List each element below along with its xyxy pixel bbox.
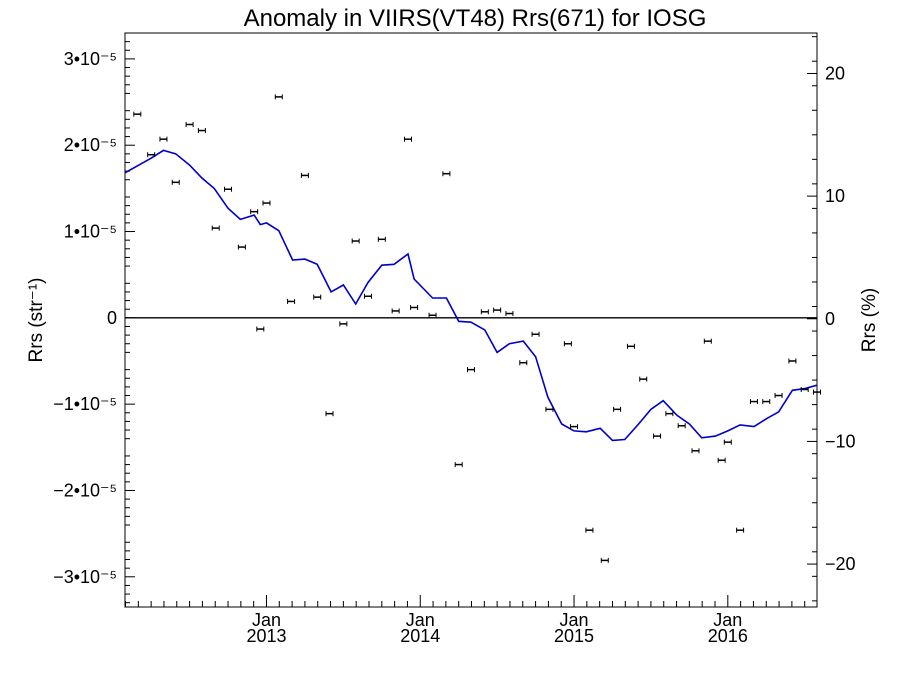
data-point xyxy=(133,111,142,117)
data-point xyxy=(313,294,322,300)
y-tick-label: −1•10⁻⁵ xyxy=(53,394,117,414)
y-right-tick-label: 20 xyxy=(825,63,845,83)
data-point xyxy=(626,343,635,349)
data-point xyxy=(325,411,334,417)
x-tick-year: 2014 xyxy=(400,626,440,646)
y-right-tick-label: 0 xyxy=(825,309,835,329)
data-point xyxy=(454,462,463,468)
data-point xyxy=(653,433,662,439)
data-point xyxy=(467,367,475,373)
x-tick-month: Jan xyxy=(560,610,589,630)
data-point xyxy=(762,399,771,405)
data-point xyxy=(197,128,206,134)
right-axis: 20 10 0 −10 −20 xyxy=(807,36,856,602)
data-point xyxy=(300,172,309,178)
data-point xyxy=(505,311,514,317)
data-point xyxy=(442,171,451,177)
x-tick-year: 2016 xyxy=(708,626,748,646)
data-point xyxy=(262,200,271,206)
data-point xyxy=(339,321,348,327)
data-point xyxy=(224,186,233,192)
data-point xyxy=(159,136,168,142)
data-point xyxy=(570,424,579,430)
x-tick-year: 2015 xyxy=(554,626,594,646)
data-point xyxy=(391,308,400,314)
left-axis: 3•10⁻⁵ 2•10⁻⁵ 1•10⁻⁵ 0 −1•10⁻⁵ −2•10⁻⁵ −3•10⁻⁵ xyxy=(53,41,135,604)
y-axis-label-left: Rrs (str⁻¹) xyxy=(26,278,47,363)
x-tick-month: Jan xyxy=(252,610,281,630)
data-point xyxy=(749,399,758,405)
data-point xyxy=(410,304,419,310)
y-tick-label: 2•10⁻⁵ xyxy=(64,135,117,155)
data-point xyxy=(613,406,622,412)
y-right-tick-label: −10 xyxy=(825,431,856,451)
x-tick-month: Jan xyxy=(406,610,435,630)
y-right-tick-label: 10 xyxy=(825,186,845,206)
data-point xyxy=(377,236,386,242)
data-point xyxy=(585,527,594,533)
data-point xyxy=(493,307,502,313)
data-point xyxy=(256,326,265,332)
data-point xyxy=(519,360,528,366)
data-point xyxy=(147,152,156,158)
data-point xyxy=(287,298,296,304)
data-point xyxy=(788,358,797,364)
trend-series xyxy=(124,149,818,442)
data-point xyxy=(531,331,540,337)
y-axis-label-right: Rrs (%) xyxy=(859,288,880,352)
data-point xyxy=(250,209,259,215)
y-right-tick-label: −20 xyxy=(825,554,856,574)
data-point xyxy=(274,94,283,100)
data-point xyxy=(800,386,809,392)
data-point xyxy=(363,293,372,299)
data-point xyxy=(171,179,180,185)
data-point xyxy=(717,457,726,463)
data-point xyxy=(639,376,648,382)
anomaly-points xyxy=(133,94,821,563)
y-tick-label: 0 xyxy=(107,308,117,328)
data-point xyxy=(545,406,554,412)
plot-border xyxy=(124,32,818,608)
data-point xyxy=(677,423,686,429)
data-point xyxy=(736,527,745,533)
y-tick-label: 3•10⁻⁵ xyxy=(64,49,117,69)
x-tick-month: Jan xyxy=(713,610,742,630)
chart-title: Anomaly in VIIRS(VT48) Rrs(671) for IOSG xyxy=(244,5,707,32)
data-point xyxy=(403,136,412,142)
data-point xyxy=(211,225,220,231)
y-tick-label: −2•10⁻⁵ xyxy=(53,480,117,500)
data-point xyxy=(703,338,712,344)
y-tick-label: −3•10⁻⁵ xyxy=(53,567,117,587)
data-point xyxy=(813,389,821,395)
data-point xyxy=(428,312,437,318)
data-point xyxy=(600,557,609,563)
data-point xyxy=(351,238,360,244)
data-point xyxy=(691,448,700,454)
data-point xyxy=(723,439,732,445)
data-point xyxy=(665,411,674,417)
trend-line xyxy=(124,149,818,442)
x-tick-year: 2013 xyxy=(246,626,286,646)
data-point xyxy=(563,341,572,347)
y-tick-label: 1•10⁻⁵ xyxy=(64,222,117,242)
plot-frame xyxy=(124,32,818,608)
data-point xyxy=(480,309,489,315)
data-point xyxy=(774,393,783,399)
data-point xyxy=(237,244,246,250)
data-point xyxy=(185,121,194,127)
